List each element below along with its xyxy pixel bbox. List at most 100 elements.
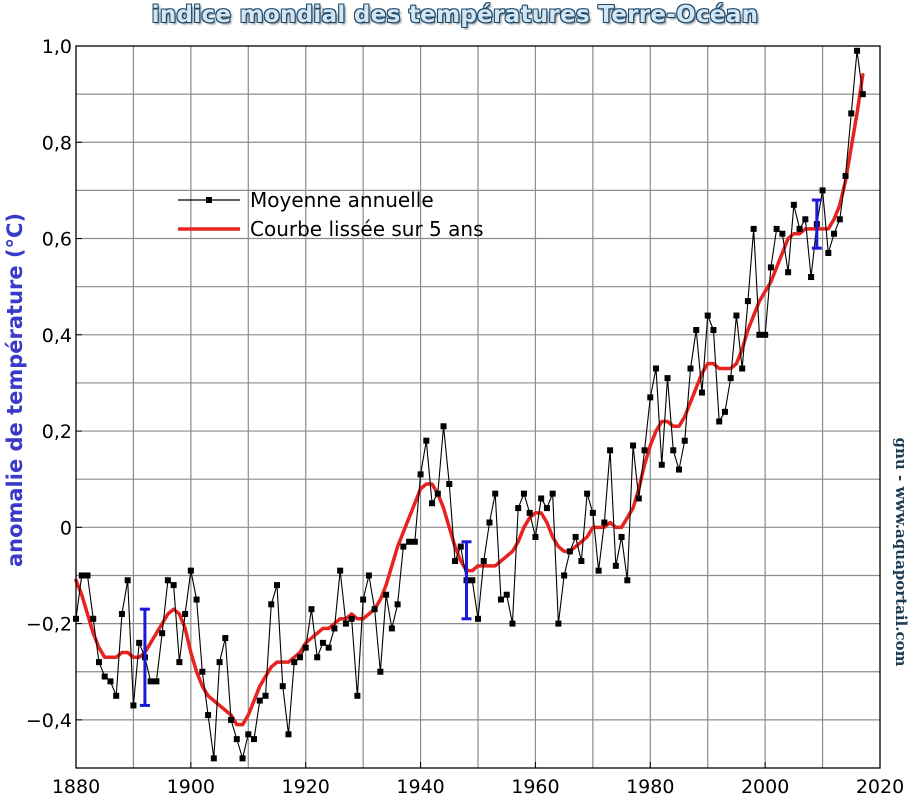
annual-point-marker [641, 447, 648, 454]
x-tick-label: 2020 [856, 776, 904, 798]
annual-point-marker [130, 702, 137, 709]
annual-point-marker [308, 606, 315, 613]
annual-point-marker [222, 635, 229, 642]
annual-point-marker [543, 505, 550, 512]
annual-point-marker [618, 533, 625, 540]
annual-point-marker [187, 567, 194, 574]
annual-point-marker [354, 692, 361, 699]
annual-point-marker [365, 572, 372, 579]
x-tick-label: 1980 [626, 776, 674, 798]
annual-point-marker [429, 500, 436, 507]
x-tick-label: 1960 [511, 776, 559, 798]
x-tick-label: 2000 [741, 776, 789, 798]
annual-point-marker [802, 216, 809, 223]
annual-point-marker [676, 466, 682, 473]
annual-point-marker [739, 365, 746, 372]
annual-point-marker [704, 312, 711, 319]
y-tick-label: −0,4 [26, 710, 72, 732]
annual-point-marker [279, 683, 286, 690]
annual-point-marker [790, 201, 797, 208]
annual-point-marker [572, 533, 579, 540]
x-tick-label: 1940 [396, 776, 444, 798]
legend: Moyenne annuelle Courbe lissée sur 5 ans [178, 188, 484, 241]
annual-point-marker [555, 620, 562, 627]
annual-point-marker [262, 692, 269, 699]
annual-point-marker [492, 490, 499, 497]
x-tick-label: 1920 [282, 776, 330, 798]
annual-point-marker [296, 654, 303, 661]
annual-point-marker [210, 755, 217, 762]
annual-point-marker [584, 490, 591, 497]
annual-point-marker [607, 447, 614, 454]
annual-point-marker [762, 331, 769, 338]
annual-point-marker [480, 558, 487, 565]
x-tick-label: 1900 [167, 776, 215, 798]
annual-point-marker [383, 591, 390, 598]
x-tick-label: 1880 [52, 776, 100, 798]
annual-point-marker [360, 596, 367, 603]
annual-point-marker [164, 577, 171, 584]
y-tick-label: 0,4 [42, 325, 72, 347]
annual-point-marker [319, 639, 326, 646]
annual-point-marker [268, 601, 275, 608]
annual-point-marker [113, 692, 120, 699]
annual-point-marker [147, 678, 154, 685]
annual-point-marker [176, 659, 183, 666]
annual-point-marker [182, 610, 189, 617]
error-bars-layer [139, 198, 822, 707]
annual-point-marker [589, 509, 596, 516]
annual-point-marker [664, 375, 671, 382]
annual-point-marker [233, 736, 240, 743]
annual-point-marker [687, 365, 694, 372]
annual-point-marker [532, 533, 539, 540]
annual-point-marker [653, 365, 660, 372]
annual-point-marker [245, 731, 252, 738]
chart-title: indice mondial des températures Terre-Oc… [151, 2, 759, 28]
annual-point-marker [90, 615, 97, 622]
annual-point-marker [831, 230, 838, 237]
annual-point-marker [457, 543, 464, 550]
annual-point-marker [756, 331, 763, 338]
annual-point-marker [635, 495, 642, 502]
error-bar [139, 607, 150, 707]
annual-point-marker [274, 582, 280, 589]
annual-point-marker [767, 264, 774, 271]
annual-point-marker [842, 172, 849, 179]
series-line-annual [75, 50, 864, 759]
annual-point-marker [670, 447, 677, 454]
annual-point-marker [394, 601, 401, 608]
annual-point-marker [159, 630, 166, 637]
annual-series-layer [73, 47, 866, 762]
annual-point-marker [698, 389, 705, 396]
annual-point-marker [733, 312, 740, 319]
annual-point-marker [859, 91, 866, 98]
annual-point-marker [153, 678, 160, 685]
annual-point-marker [107, 678, 114, 685]
annual-point-marker [612, 562, 619, 569]
annual-point-marker [205, 712, 212, 719]
annual-point-marker [251, 736, 258, 743]
annual-point-marker [314, 654, 321, 661]
series-line-smoothed [74, 73, 865, 727]
annual-point-marker [566, 548, 573, 555]
y-tick-label: 0 [60, 517, 72, 539]
annual-point-marker [388, 625, 395, 632]
annual-point-marker [497, 596, 504, 603]
annual-point-marker [256, 697, 263, 704]
annual-point-marker [406, 538, 413, 545]
annual-point-marker [681, 437, 688, 444]
annual-point-marker [216, 659, 223, 666]
annual-point-marker [239, 755, 246, 762]
annual-point-marker [486, 519, 493, 526]
annual-point-marker [325, 644, 332, 651]
annual-point-marker [727, 375, 734, 382]
annual-point-marker [601, 519, 608, 526]
annual-point-marker [136, 639, 143, 646]
annual-point-marker [400, 543, 407, 550]
y-tick-label: 0,6 [42, 229, 72, 251]
annual-point-marker [434, 490, 441, 497]
annual-point-marker [124, 577, 131, 584]
annual-point-marker [285, 731, 292, 738]
annual-point-marker [693, 326, 700, 333]
annual-point-marker [819, 187, 826, 194]
